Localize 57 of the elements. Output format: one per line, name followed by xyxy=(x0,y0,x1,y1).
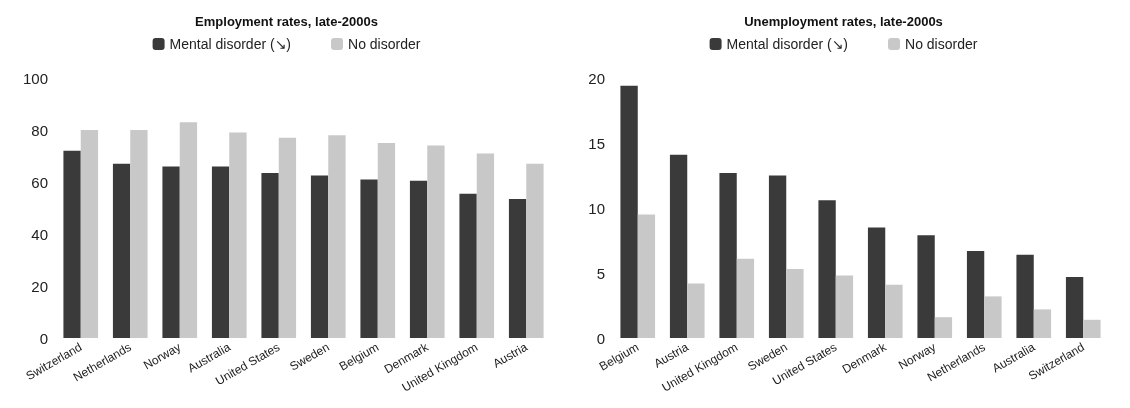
bar xyxy=(786,269,804,338)
bar xyxy=(620,85,638,338)
bar xyxy=(917,235,935,338)
bar xyxy=(984,296,1002,338)
bar xyxy=(63,150,81,338)
y-tick-label: 40 xyxy=(31,225,48,243)
bar xyxy=(768,175,787,338)
legend-label: Mental disorder (↘) xyxy=(169,36,292,52)
bar xyxy=(669,154,688,338)
bar xyxy=(1065,276,1084,338)
legend-label: Mental disorder (↘) xyxy=(726,36,849,52)
bar xyxy=(867,227,886,338)
bar xyxy=(835,275,854,338)
bar xyxy=(112,163,131,338)
bar xyxy=(328,135,346,338)
y-tick-label: 15 xyxy=(588,134,605,152)
y-tick-label: 100 xyxy=(22,69,48,87)
bar xyxy=(637,214,656,338)
bar xyxy=(885,284,903,338)
y-tick-label: 20 xyxy=(31,277,48,295)
y-tick-label: 5 xyxy=(596,264,605,282)
y-tick-label: 10 xyxy=(588,199,605,217)
bar xyxy=(1083,319,1101,338)
bar xyxy=(211,166,230,338)
bar xyxy=(278,137,297,338)
bar xyxy=(427,145,445,338)
bar xyxy=(966,250,985,338)
y-tick-label: 0 xyxy=(596,329,605,347)
y-tick-label: 20 xyxy=(588,69,605,87)
bar xyxy=(409,180,428,338)
bar xyxy=(80,130,99,338)
bar xyxy=(508,198,527,338)
bar xyxy=(934,317,953,338)
bar xyxy=(459,193,477,338)
bar xyxy=(687,283,705,338)
legend-label: No disorder xyxy=(905,36,978,52)
bar xyxy=(130,130,148,338)
bar xyxy=(1016,254,1034,338)
bar xyxy=(736,258,755,338)
bar xyxy=(261,172,279,338)
bar xyxy=(719,172,737,338)
chart-title: Unemployment rates, late-2000s xyxy=(744,14,943,29)
chart-title: Employment rates, late-2000s xyxy=(195,14,378,29)
bar xyxy=(229,132,247,338)
bar xyxy=(179,122,198,338)
bar xyxy=(818,200,836,338)
bar xyxy=(162,166,180,338)
bar xyxy=(377,143,396,338)
legend-label: No disorder xyxy=(348,36,421,52)
bar xyxy=(476,153,495,338)
bar xyxy=(1033,309,1052,338)
y-tick-label: 0 xyxy=(39,329,48,347)
bar xyxy=(310,175,329,338)
bar xyxy=(526,163,544,338)
bar xyxy=(360,179,378,338)
y-tick-label: 80 xyxy=(31,121,48,139)
y-tick-label: 60 xyxy=(31,173,48,191)
